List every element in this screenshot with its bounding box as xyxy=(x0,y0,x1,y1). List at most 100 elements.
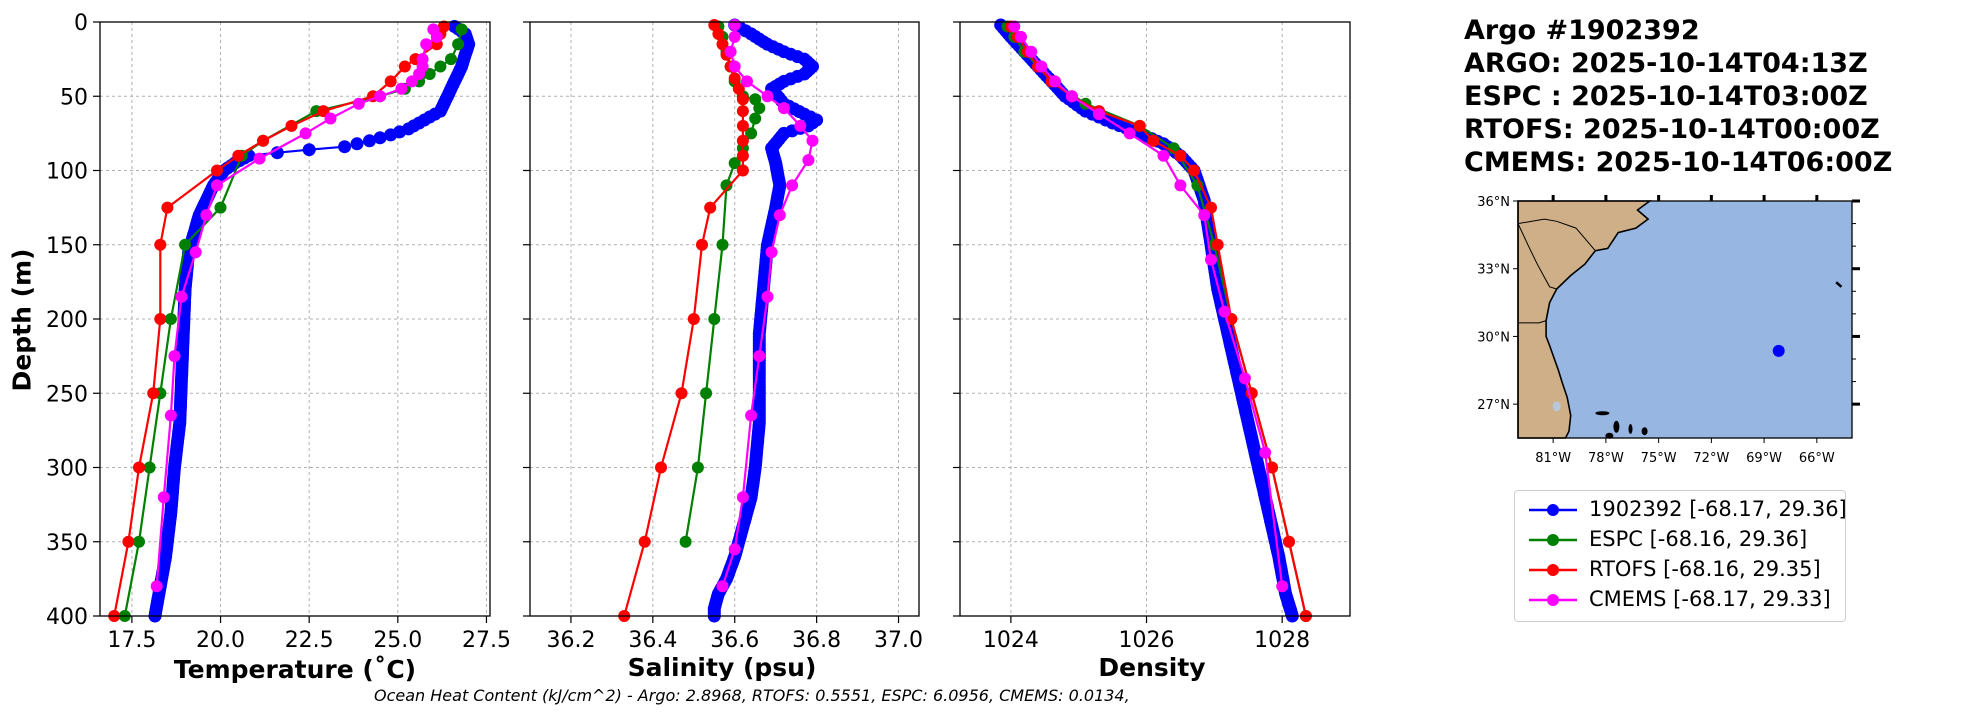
data-point xyxy=(728,72,741,85)
ocean-heat-content: Ocean Heat Content (kJ/cm^2) - Argo: 2.8… xyxy=(374,686,1130,705)
data-point xyxy=(728,543,741,556)
data-point xyxy=(786,179,799,192)
data-point xyxy=(745,127,758,140)
data-point xyxy=(712,27,725,40)
map-lon-label: 75°W xyxy=(1641,451,1677,466)
data-point xyxy=(164,313,177,325)
data-point xyxy=(189,246,202,259)
y-tick-label: 250 xyxy=(46,382,88,407)
data-point xyxy=(741,75,753,88)
data-point xyxy=(154,313,167,325)
salinity-panel: 36.2 36.4 36.6 36.8 37.0 xyxy=(523,18,923,653)
data-point xyxy=(736,149,749,162)
data-point xyxy=(350,137,364,151)
map-land xyxy=(1517,200,1653,439)
x-tick-label: 20.0 xyxy=(196,628,245,653)
legend-label: 1902392 [-68.17, 29.36] xyxy=(1589,497,1847,521)
data-point xyxy=(398,60,411,73)
data-point xyxy=(749,93,762,106)
density-panel: 1024 1026 1028 xyxy=(953,18,1351,653)
y-tick-label: 50 xyxy=(60,85,88,110)
x-tick-label: 17.5 xyxy=(107,628,156,653)
x-tick-label: 36.6 xyxy=(710,628,759,653)
x-tick-label: 1028 xyxy=(1254,628,1310,653)
data-point xyxy=(452,38,465,51)
data-point xyxy=(724,45,737,58)
data-point xyxy=(133,535,145,548)
x-tick-label: 25.0 xyxy=(373,628,422,653)
state-border xyxy=(1517,223,1557,290)
data-point xyxy=(765,246,778,259)
data-point xyxy=(1259,446,1272,459)
float-info: Argo #1902392 ARGO: 2025-10-14T04:13Z ES… xyxy=(1464,14,1892,179)
data-point xyxy=(1093,108,1105,121)
salinity-series-1902392 xyxy=(707,18,824,623)
data-point xyxy=(445,53,457,66)
data-point xyxy=(257,134,270,147)
map-lon-label: 72°W xyxy=(1693,451,1729,466)
data-point xyxy=(1147,134,1160,147)
data-point xyxy=(373,131,387,145)
data-point xyxy=(728,60,741,73)
data-point xyxy=(720,179,733,192)
data-point xyxy=(675,387,688,400)
data-point xyxy=(211,179,223,192)
data-point xyxy=(302,143,316,157)
data-point xyxy=(732,82,745,95)
data-point xyxy=(232,149,245,162)
data-point xyxy=(655,461,667,474)
map-lon-label: 81°W xyxy=(1535,451,1571,466)
y-tick-label: 200 xyxy=(46,308,88,333)
data-point xyxy=(434,60,447,73)
legend-entry-argo: 1902392 [-68.17, 29.36] xyxy=(1523,496,1847,524)
x-tick-label: 22.5 xyxy=(285,628,334,653)
series-line xyxy=(1009,25,1307,617)
density-x-label: Density xyxy=(1098,653,1206,682)
data-point xyxy=(122,535,135,548)
series-line xyxy=(1013,25,1284,587)
legend: 1902392 [-68.17, 29.36] ESPC [-68.16, 29… xyxy=(1514,490,1847,622)
data-point xyxy=(794,119,807,132)
data-point xyxy=(143,461,156,474)
data-point xyxy=(1174,179,1187,192)
data-point xyxy=(147,387,160,400)
data-point xyxy=(1266,461,1278,474)
data-point xyxy=(164,409,177,422)
legend-entry-cmems: CMEMS [-68.17, 29.33] xyxy=(1523,586,1843,614)
data-point xyxy=(253,152,266,165)
data-point xyxy=(704,201,717,214)
data-point xyxy=(736,134,749,147)
data-point xyxy=(728,19,741,31)
y-tick-label: 400 xyxy=(46,605,88,630)
data-point xyxy=(161,201,174,214)
legend-label: ESPC [-68.16, 29.36] xyxy=(1589,527,1808,551)
salinity-x-label: Salinity (psu) xyxy=(627,653,817,682)
data-point xyxy=(211,164,223,177)
argo-time: ARGO: 2025-10-14T04:13Z xyxy=(1464,48,1868,79)
y-tick-label: 0 xyxy=(74,11,88,36)
data-point xyxy=(1218,305,1231,318)
data-point xyxy=(691,461,704,474)
salinity-series-rtofs xyxy=(618,19,749,622)
legend-entry-espc: ESPC [-68.16, 29.36] xyxy=(1523,526,1843,554)
temperature-series-cmems xyxy=(150,23,443,593)
data-point xyxy=(802,154,815,167)
data-point xyxy=(1008,20,1021,33)
data-point xyxy=(1157,149,1170,162)
data-point xyxy=(175,290,188,303)
data-point xyxy=(285,119,298,132)
data-point xyxy=(214,201,227,214)
data-point xyxy=(736,119,749,132)
map-lon-label: 66°W xyxy=(1799,451,1835,466)
data-point xyxy=(1025,45,1038,58)
island xyxy=(1628,424,1633,434)
data-point xyxy=(384,75,397,88)
data-point xyxy=(413,68,426,80)
data-point xyxy=(753,350,766,363)
x-tick-label: 36.4 xyxy=(628,628,677,653)
y-tick-label: 300 xyxy=(46,457,88,482)
data-point xyxy=(1035,60,1048,73)
island xyxy=(1613,420,1620,433)
density-series-rtofs xyxy=(1004,20,1312,622)
